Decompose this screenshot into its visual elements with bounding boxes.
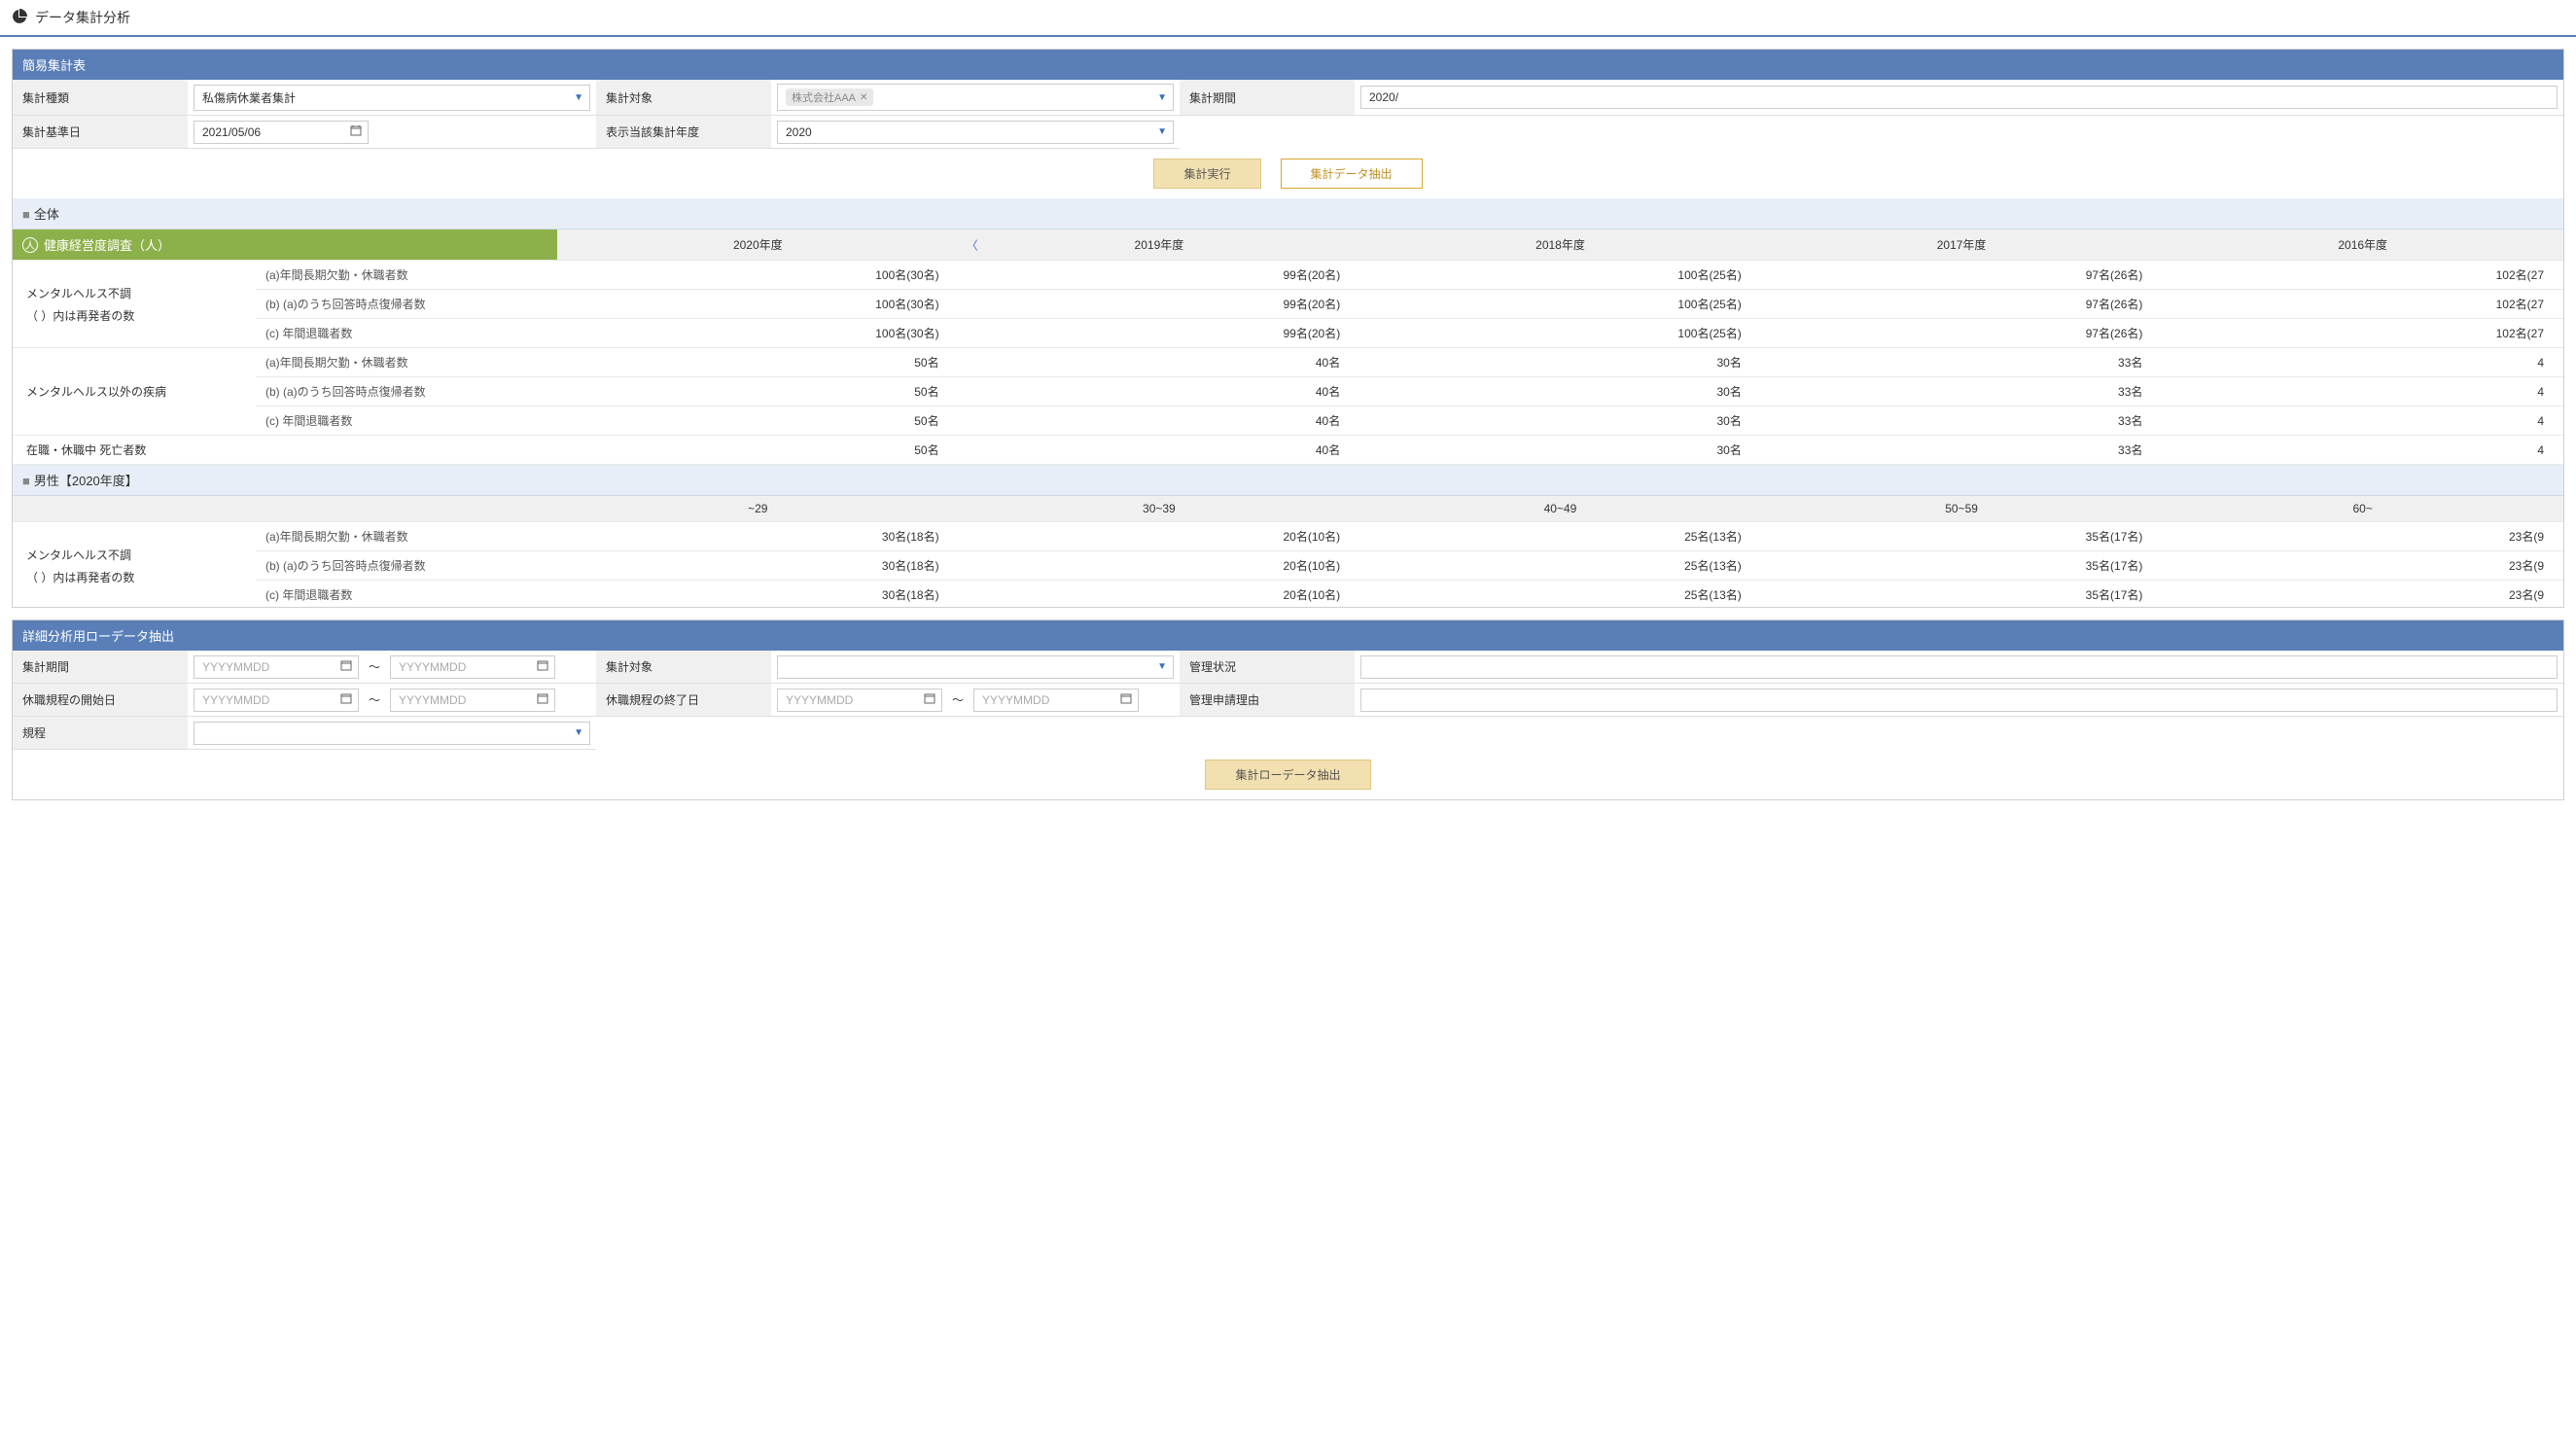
extract-raw-data-button[interactable]: 集計ローデータ抽出	[1205, 760, 1370, 790]
calendar-icon	[1120, 692, 1132, 707]
page-title: データ集計分析	[35, 8, 130, 27]
row-death: 在職・休職中 死亡者数	[13, 436, 557, 465]
label-agg-period: 集計期間	[1180, 80, 1355, 116]
run-aggregation-button[interactable]: 集計実行	[1153, 159, 1260, 189]
calendar-icon	[537, 659, 548, 674]
year-col-2019: 〈2019年度	[959, 230, 1360, 261]
calendar-icon	[924, 692, 935, 707]
leave-start-from[interactable]: YYYYMMDD	[194, 689, 359, 712]
section-male: ■男性【2020年度】	[13, 465, 2563, 496]
pie-chart-icon	[12, 9, 27, 27]
row-group-mental: メンタルヘルス不調 （ ）内は再発者の数	[13, 261, 256, 348]
select-agg-type[interactable]: 私傷病休業者集計 ▼	[194, 85, 590, 111]
close-icon[interactable]: ✕	[860, 92, 867, 103]
label-agg-type: 集計種類	[13, 80, 188, 116]
leave-end-to[interactable]: YYYYMMDD	[973, 689, 1139, 712]
page-header: データ集計分析	[0, 0, 2576, 37]
raw-data-form: 集計期間 YYYYMMDD ～ YYYYMMDD 集計対象 ▼ 管理状況 休職規…	[13, 651, 2563, 750]
leave-end-from[interactable]: YYYYMMDD	[777, 689, 942, 712]
year-col-2020: 2020年度	[557, 230, 959, 261]
chevron-down-icon: ▼	[1157, 126, 1167, 137]
select-mgmt-reason[interactable]	[1360, 689, 2558, 712]
target-tag[interactable]: 株式会社AAA ✕	[786, 88, 873, 106]
calendar-icon	[340, 692, 352, 707]
chevron-down-icon: ▼	[1157, 92, 1167, 103]
chevron-left-icon[interactable]: 〈	[967, 236, 978, 253]
section-overall: ■全体	[13, 198, 2563, 230]
year-col-2017: 2017年度	[1761, 230, 2163, 261]
table-scroll-area[interactable]: ■全体 人 健康経営度調査（人） 2020年度 〈2019年度 2018年度	[13, 198, 2563, 607]
simple-summary-panel: 簡易集計表 集計種類 私傷病休業者集計 ▼ 集計対象 株式会社AAA ✕ ▼	[12, 49, 2564, 608]
label-agg-basedate: 集計基準日	[13, 116, 188, 149]
label-display-year: 表示当該集計年度	[596, 116, 771, 149]
green-header: 人 健康経営度調査（人）	[13, 230, 557, 260]
extract-data-button[interactable]: 集計データ抽出	[1281, 159, 1423, 189]
select-agg-period[interactable]: 2020/	[1360, 86, 2558, 109]
leave-start-to[interactable]: YYYYMMDD	[390, 689, 555, 712]
calendar-icon	[350, 124, 362, 139]
period-from-input[interactable]: YYYYMMDD	[194, 655, 359, 679]
year-col-2018: 2018年度	[1359, 230, 1761, 261]
select-display-year[interactable]: 2020 ▼	[777, 121, 1174, 144]
overall-table: 人 健康経営度調査（人） 2020年度 〈2019年度 2018年度 2017年…	[13, 230, 2563, 465]
calendar-icon	[537, 692, 548, 707]
chevron-down-icon: ▼	[1157, 661, 1167, 672]
year-col-2016: 2016年度	[2162, 230, 2563, 261]
period-to-input[interactable]: YYYYMMDD	[390, 655, 555, 679]
select-mgmt-status[interactable]	[1360, 655, 2558, 679]
panel2-header: 詳細分析用ローデータ抽出	[13, 620, 2563, 651]
panel-header: 簡易集計表	[13, 50, 2563, 80]
input-agg-basedate[interactable]: 2021/05/06	[194, 121, 369, 144]
person-icon: 人	[22, 237, 38, 253]
raw-data-panel: 詳細分析用ローデータ抽出 集計期間 YYYYMMDD ～ YYYYMMDD 集計…	[12, 619, 2564, 800]
chevron-down-icon: ▼	[574, 92, 583, 103]
chevron-down-icon: ▼	[574, 727, 583, 738]
calendar-icon	[340, 659, 352, 674]
row-group-other: メンタルヘルス以外の疾病	[13, 348, 256, 436]
filter-form: 集計種類 私傷病休業者集計 ▼ 集計対象 株式会社AAA ✕ ▼ 集計期間	[13, 80, 2563, 149]
male-table: ~29 30~39 40~49 50~59 60~ メンタルヘルス不調 （ ）内…	[13, 496, 2563, 607]
select-agg-target[interactable]: 株式会社AAA ✕ ▼	[777, 84, 1174, 111]
button-row: 集計実行 集計データ抽出	[13, 149, 2563, 198]
select-raw-target[interactable]: ▼	[777, 655, 1174, 679]
select-regulation[interactable]: ▼	[194, 722, 590, 745]
label-agg-target: 集計対象	[596, 80, 771, 116]
